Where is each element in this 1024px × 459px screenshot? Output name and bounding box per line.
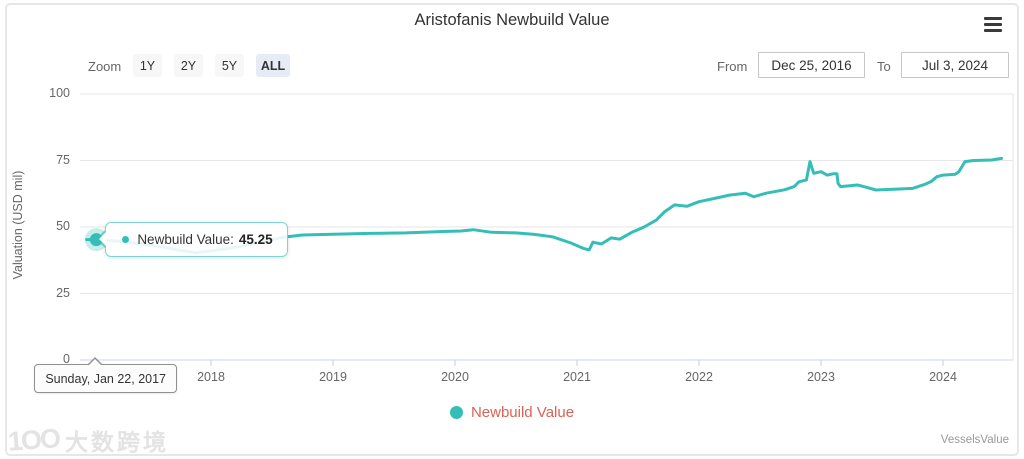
- x-axis-tick-label: 2023: [807, 370, 835, 384]
- y-axis-tick-label: 50: [56, 219, 70, 233]
- zoom-button-all[interactable]: ALL: [256, 54, 290, 77]
- x-axis-tick-label: 2018: [197, 370, 225, 384]
- zoom-button-1y[interactable]: 1Y: [133, 54, 162, 77]
- watermark: 1OO 大数跨境: [6, 422, 170, 457]
- credits-link[interactable]: VesselsValue: [940, 434, 1009, 446]
- date-tooltip-text: Sunday, Jan 22, 2017: [45, 371, 167, 386]
- point-tooltip: Newbuild Value: 45.25: [96, 221, 288, 257]
- from-date-input[interactable]: [758, 52, 865, 78]
- y-axis-tick-label: 75: [56, 152, 70, 167]
- series-line: [85, 156, 1004, 255]
- tooltip-series-dot-icon: [122, 235, 130, 243]
- zoom-label: Zoom: [88, 59, 122, 74]
- y-axis-tick-label: 0: [63, 352, 70, 366]
- zoom-button-5y[interactable]: 5Y: [215, 54, 244, 77]
- x-axis-tick-label: 2021: [563, 370, 591, 384]
- x-axis-tick-label: 2024: [929, 370, 957, 384]
- to-date-input[interactable]: [901, 52, 1009, 78]
- legend-label: Newbuild Value: [470, 404, 575, 421]
- y-axis-tick-label: 25: [56, 285, 70, 300]
- legend-marker-icon: [449, 406, 463, 419]
- x-axis-tick-label: 2019: [319, 370, 347, 384]
- x-axis-tick-label: 2020: [441, 370, 469, 384]
- to-label: To: [877, 59, 891, 74]
- tooltip-series-label: Newbuild Value:: [137, 231, 234, 247]
- zoom-button-2y[interactable]: 2Y: [174, 54, 203, 77]
- hamburger-icon: [984, 17, 1002, 20]
- x-axis-date-tooltip: Sunday, Jan 22, 2017: [34, 357, 178, 393]
- y-axis-tick-label: 100: [49, 86, 70, 100]
- from-label: From: [717, 59, 748, 74]
- legend-item-newbuild-value[interactable]: Newbuild Value: [0, 404, 1024, 421]
- watermark-logo-icon: 1OO: [6, 422, 60, 457]
- chart-title: Aristofanis Newbuild Value: [414, 11, 610, 29]
- chart-menu-button[interactable]: [984, 17, 1002, 32]
- watermark-text: 大数跨境: [65, 429, 170, 455]
- tooltip-value: 45.25: [238, 231, 273, 247]
- x-axis-tick-label: 2022: [685, 370, 713, 384]
